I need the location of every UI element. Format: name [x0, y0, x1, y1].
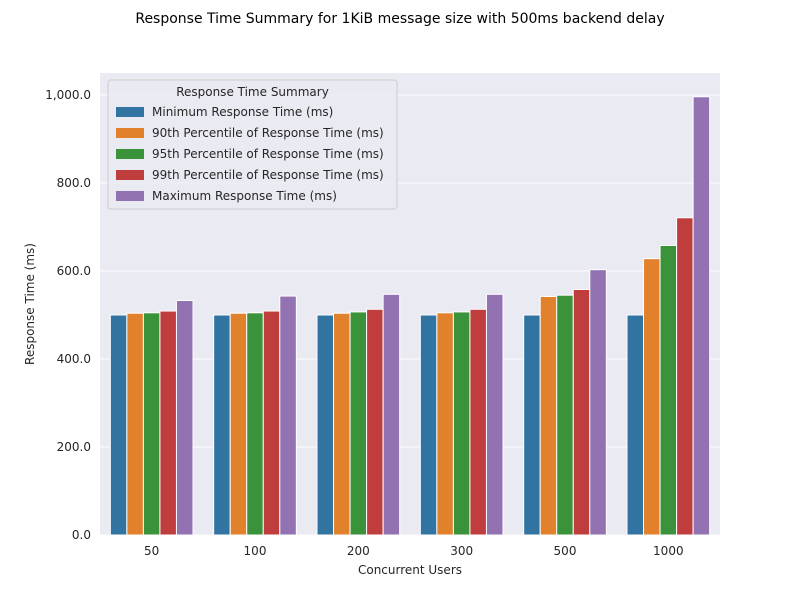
legend-label: 99th Percentile of Response Time (ms) [152, 168, 384, 182]
y-tick-label: 400.0 [57, 352, 91, 366]
bar [469, 308, 487, 536]
bar [556, 294, 574, 536]
legend-label: Maximum Response Time (ms) [152, 189, 337, 203]
y-tick-label: 800.0 [57, 176, 91, 190]
bar [659, 244, 678, 536]
y-tick-label: 600.0 [57, 264, 91, 278]
legend-box [107, 79, 398, 210]
bar [572, 288, 591, 536]
legend-title: Response Time Summary [176, 85, 329, 99]
bar [366, 308, 384, 536]
legend-swatch [116, 191, 144, 201]
legend-swatch [116, 149, 144, 159]
x-tick-label: 200 [347, 544, 370, 558]
legend: Response Time Summary Minimum Response T… [107, 79, 398, 210]
bar [213, 314, 231, 536]
gridlines [100, 94, 720, 536]
bar [419, 314, 438, 536]
bar [142, 312, 161, 536]
bar [539, 296, 558, 536]
bar [159, 310, 177, 536]
bar [523, 314, 541, 536]
bar [626, 314, 645, 536]
bar [126, 312, 144, 536]
x-tick-label: 50 [144, 544, 159, 558]
bar [643, 258, 661, 536]
x-tick-label: 500 [554, 544, 577, 558]
bar [229, 312, 248, 536]
legend-swatch [116, 107, 144, 117]
bar [436, 312, 454, 536]
bar [316, 314, 335, 536]
bar [676, 217, 694, 536]
legend-label: 90th Percentile of Response Time (ms) [152, 126, 384, 140]
y-axis-title: Response Time (ms) [23, 243, 37, 365]
bar [452, 311, 471, 536]
bar [382, 293, 401, 536]
bar [349, 311, 368, 536]
bar [246, 312, 264, 536]
bar [109, 314, 128, 536]
legend-label: 95th Percentile of Response Time (ms) [152, 147, 384, 161]
x-tick-label: 300 [450, 544, 473, 558]
y-tick-label: 0.0 [72, 528, 91, 542]
legend-label: Minimum Response Time (ms) [152, 105, 333, 119]
bar [589, 269, 607, 536]
bar [279, 295, 297, 536]
legend-items: Minimum Response Time (ms) 90th Percentil… [116, 105, 384, 203]
chart-title: Response Time Summary for 1KiB message s… [135, 11, 664, 27]
x-tick-labels: 50 100 200 300 500 1000 [144, 544, 684, 558]
bar [692, 96, 711, 536]
bar [262, 310, 281, 536]
y-tick-labels: 0.0 200.0 400.0 600.0 800.0 1,000.0 [45, 88, 91, 542]
y-tick-label: 1,000.0 [45, 88, 91, 102]
bar [175, 299, 194, 536]
legend-swatch [116, 170, 144, 180]
x-tick-label: 100 [244, 544, 267, 558]
bar [485, 293, 504, 536]
bars [109, 96, 711, 536]
bar [333, 312, 351, 536]
y-tick-label: 200.0 [57, 440, 91, 454]
x-tick-label: 1000 [653, 544, 684, 558]
x-axis-title: Concurrent Users [358, 563, 462, 577]
legend-swatch [116, 128, 144, 138]
